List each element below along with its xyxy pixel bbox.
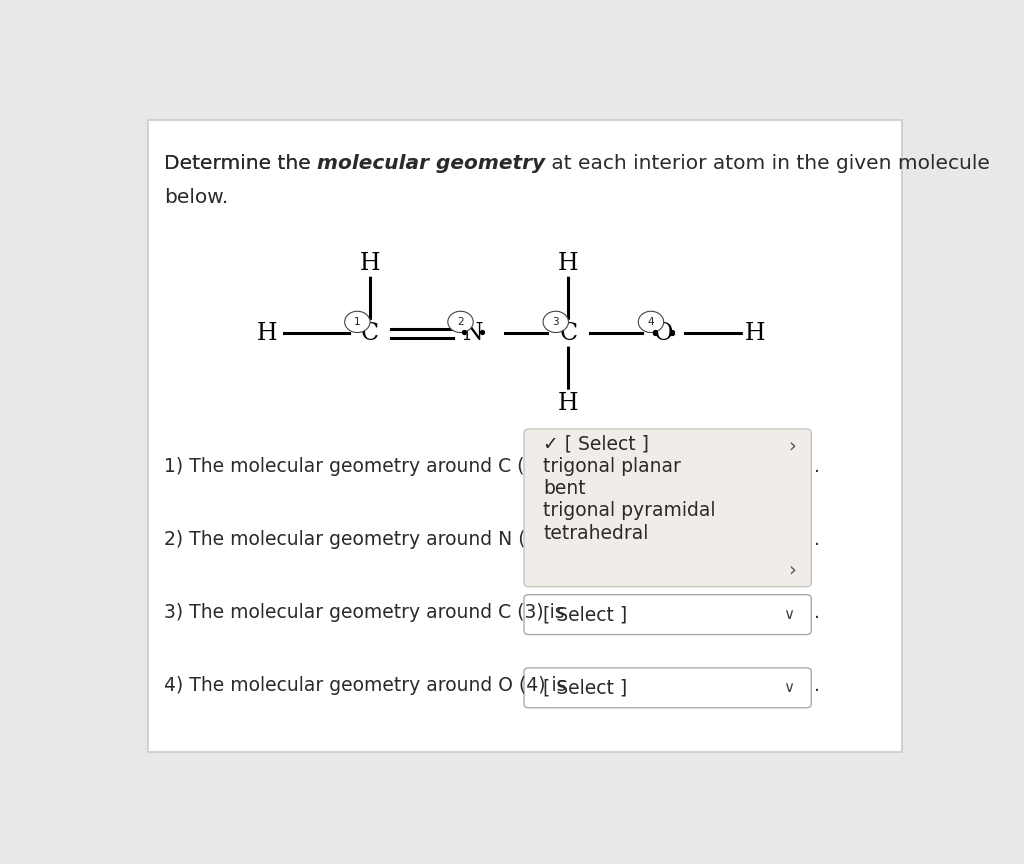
- FancyBboxPatch shape: [524, 594, 811, 634]
- FancyBboxPatch shape: [524, 668, 811, 708]
- Text: 4) The molecular geometry around O (4) is: 4) The molecular geometry around O (4) i…: [164, 677, 566, 696]
- Text: molecular geometry: molecular geometry: [316, 154, 545, 173]
- Text: .: .: [814, 457, 820, 476]
- Text: 3) The molecular geometry around C (3) is: 3) The molecular geometry around C (3) i…: [164, 603, 564, 622]
- Text: C: C: [361, 321, 379, 345]
- Circle shape: [447, 311, 473, 333]
- Text: trigonal planar: trigonal planar: [543, 457, 681, 476]
- Text: ✓ [ Select ]: ✓ [ Select ]: [543, 435, 649, 454]
- Text: O: O: [654, 321, 674, 345]
- Text: at each interior atom in the given molecule: at each interior atom in the given molec…: [545, 154, 990, 173]
- Text: ›: ›: [788, 437, 796, 456]
- Circle shape: [345, 311, 370, 333]
- Text: 2) The molecular geometry around N (2) i: 2) The molecular geometry around N (2) i: [164, 530, 556, 549]
- Circle shape: [543, 311, 568, 333]
- FancyBboxPatch shape: [147, 120, 902, 753]
- Text: Determine the: Determine the: [164, 154, 316, 173]
- Text: bent: bent: [543, 479, 586, 498]
- Text: Determine the: Determine the: [164, 154, 316, 173]
- Text: C: C: [559, 321, 578, 345]
- Text: [ Select ]: [ Select ]: [543, 605, 628, 624]
- Text: 2: 2: [457, 317, 464, 327]
- Text: H: H: [558, 251, 579, 275]
- FancyBboxPatch shape: [524, 429, 811, 587]
- Text: H: H: [744, 321, 765, 345]
- Text: ∨: ∨: [783, 607, 795, 622]
- Text: ›: ›: [788, 560, 796, 579]
- Text: N: N: [463, 321, 483, 345]
- Text: .: .: [814, 677, 820, 696]
- Text: .: .: [814, 603, 820, 622]
- Text: 1) The molecular geometry around C (1) is: 1) The molecular geometry around C (1) i…: [164, 457, 564, 476]
- Text: H: H: [558, 391, 579, 415]
- Text: 1: 1: [354, 317, 360, 327]
- Text: H: H: [359, 251, 380, 275]
- Text: trigonal pyramidal: trigonal pyramidal: [543, 501, 716, 520]
- Text: 3: 3: [552, 317, 559, 327]
- Text: 4: 4: [647, 317, 654, 327]
- Text: ∨: ∨: [783, 680, 795, 696]
- Text: [ Select ]: [ Select ]: [543, 678, 628, 697]
- Circle shape: [638, 311, 664, 333]
- Text: tetrahedral: tetrahedral: [543, 524, 648, 543]
- Text: below.: below.: [164, 188, 228, 207]
- Text: H: H: [257, 321, 278, 345]
- Text: .: .: [814, 530, 820, 549]
